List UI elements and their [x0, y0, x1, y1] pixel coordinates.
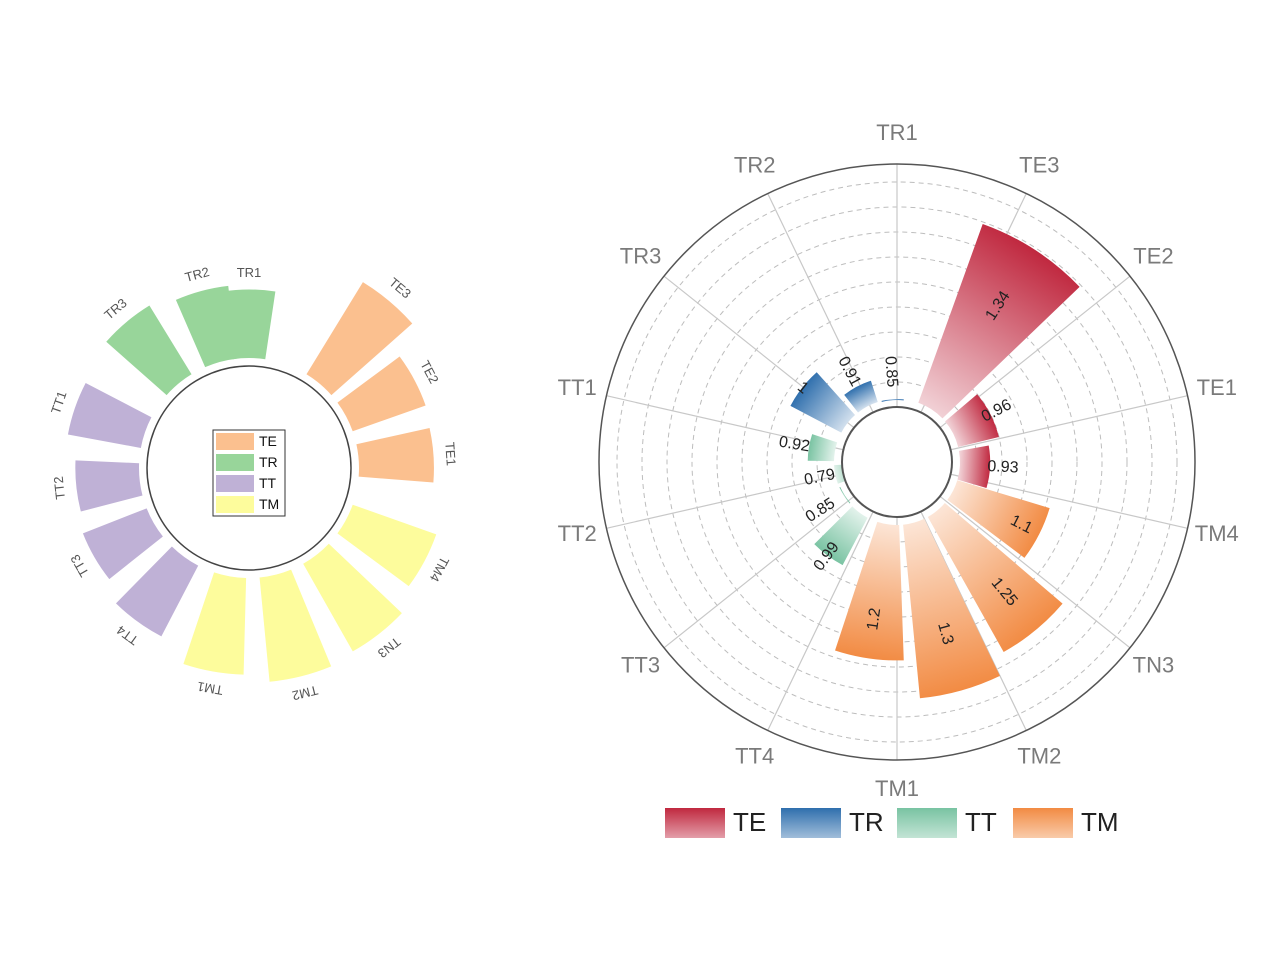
category-label-tr1: TR1 [876, 120, 918, 145]
value-label-tr-3: 0.85 [881, 356, 900, 388]
legend-swatch-tm [1013, 808, 1073, 838]
category-label-tt3: TT3 [621, 652, 660, 677]
category-label-tt1: TT1 [48, 389, 70, 416]
bar-tt-2 [839, 487, 851, 504]
bar-te-3 [957, 445, 991, 488]
bar-te-1 [918, 223, 1080, 419]
category-label-tm2: TM2 [1017, 743, 1061, 768]
value-label-tt-3: 0.79 [803, 466, 837, 489]
bar-tr3 [106, 305, 192, 396]
bar-tm2 [259, 569, 332, 682]
bar-tm-3 [903, 518, 1000, 699]
category-label-tt4: TT4 [735, 743, 774, 768]
category-label-tt3: TT3 [67, 552, 92, 580]
category-label-tm1: TM1 [196, 679, 224, 698]
bar-te3 [306, 282, 413, 396]
left-radial-bar-chart: TR1 TE3 TE2 TE1 TM4 TN3 TM2 TM1 TT4 TT3 TT2 TT1 TR3 T… [48, 264, 459, 703]
bar-tm1 [183, 572, 247, 675]
legend-label-tm: TM [259, 496, 279, 512]
category-label-te3: TE3 [386, 275, 414, 302]
grid-spoke [950, 473, 1188, 529]
bar-tr-3 [881, 399, 904, 402]
category-label-tr2: TR2 [734, 152, 776, 177]
value-label-tt-4: 0.92 [778, 434, 812, 456]
grid-spoke [920, 511, 1027, 731]
legend-swatch-tr [781, 808, 841, 838]
grid-spoke [950, 395, 1188, 451]
category-label-tt2: TT2 [51, 476, 68, 501]
category-label-tm4: TM4 [1195, 521, 1239, 546]
bar-tt1 [67, 382, 152, 448]
legend-swatch-tm [216, 496, 254, 513]
category-label-tm2: TM2 [291, 683, 320, 704]
legend-label-tm: TM [1081, 807, 1119, 837]
bar-tt4 [115, 546, 199, 637]
value-label-tm-3: 1.3 [934, 621, 956, 647]
legend-label-tt: TT [259, 475, 277, 491]
bar-tt-1 [814, 506, 868, 566]
legend-label-tr: TR [259, 454, 278, 470]
grid-spoke [939, 495, 1131, 649]
grid-spoke [663, 495, 855, 649]
bar-te-2 [945, 394, 999, 447]
category-label-tm1: TM1 [875, 776, 919, 801]
legend-label-te: TE [259, 433, 277, 449]
bar-tt-4 [807, 434, 838, 462]
category-label-tt1: TT1 [558, 375, 597, 400]
grid-spoke [606, 473, 844, 529]
legend-swatch-te [665, 808, 725, 838]
bar-tr-1 [790, 372, 856, 433]
category-label-te3: TE3 [1019, 152, 1059, 177]
category-label-te2: TE2 [1133, 243, 1173, 268]
category-label-te2: TE2 [417, 358, 441, 386]
category-label-te1: TE1 [1197, 375, 1237, 400]
value-label-te-3: 0.93 [987, 458, 1019, 477]
value-label-tt-2: 0.85 [803, 495, 838, 526]
legend-swatch-tt [216, 475, 254, 492]
bar-tm-1 [947, 480, 1050, 558]
bar-tt3 [82, 508, 163, 580]
legend-label-tt: TT [965, 807, 997, 837]
bar-te2 [337, 356, 426, 432]
category-label-tr3: TR3 [620, 243, 662, 268]
bar-tr1 [222, 289, 276, 360]
bar-tt2 [75, 460, 143, 512]
category-label-te1: TE1 [442, 441, 459, 466]
grid-spoke [606, 395, 844, 451]
category-label-tr2: TR2 [183, 264, 211, 285]
bar-tr-2 [844, 380, 878, 413]
bar-tm-4 [835, 521, 904, 661]
legend-label-te: TE [733, 807, 766, 837]
category-label-tm4: TM4 [427, 554, 452, 584]
legend-swatch-tr [216, 454, 254, 471]
category-label-tt2: TT2 [558, 521, 597, 546]
bar-tn3 [303, 543, 402, 652]
category-label-tr1: TR1 [237, 265, 262, 280]
category-label-tn3: TN3 [1133, 652, 1175, 677]
outer-circle [598, 163, 1196, 761]
category-label-tr3: TR3 [101, 295, 129, 322]
legend-swatch-te [216, 433, 254, 450]
bar-tm4 [337, 504, 437, 587]
value-label-te-2: 0.96 [979, 396, 1015, 425]
bar-tm-2 [927, 502, 1063, 653]
legend-label-tr: TR [849, 807, 884, 837]
bar-te1 [356, 427, 434, 483]
center-hole [841, 406, 953, 518]
value-label-tm-4: 1.2 [864, 607, 884, 632]
category-label-tn3: TN3 [375, 634, 404, 661]
category-label-tt4: TT4 [114, 622, 142, 648]
grid-spoke [767, 511, 874, 731]
grid-spoke [767, 193, 874, 413]
bar-tr2 [175, 285, 237, 368]
legend-swatch-tt [897, 808, 957, 838]
right-polar-bar-chart: TR1 TE3 TE2 TE1 TM4 TN3 TM2 TM1 TT4 TT3 TT2 TT1 TR3 T… [558, 120, 1239, 838]
